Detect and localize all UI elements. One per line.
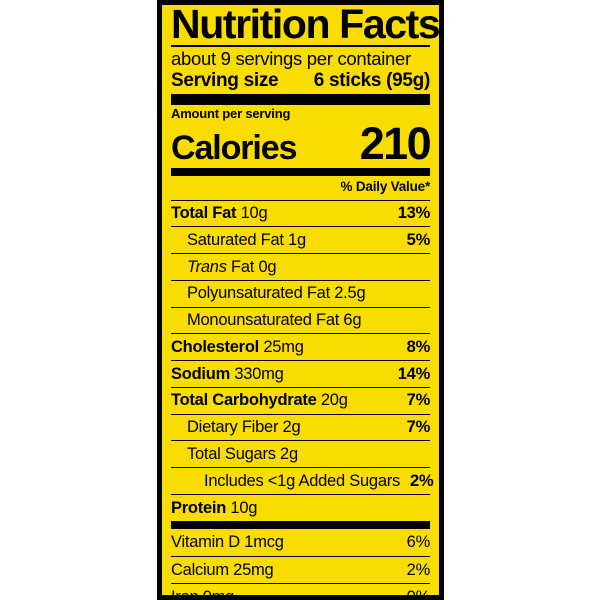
nutrient-name: Monounsaturated Fat 6g (187, 311, 362, 330)
row-divider (171, 360, 430, 362)
nutrient-daily-value: 14% (397, 364, 431, 383)
row-divider (171, 199, 430, 201)
nutrient-name: Trans Fat 0g (187, 257, 277, 276)
nutrient-name-bold: Cholesterol (171, 337, 260, 356)
serving-size-value: 6 sticks (95g) (313, 69, 431, 91)
nutrient-row: Trans Fat 0g (171, 254, 430, 280)
nutrient-name-bold: Total Fat (171, 204, 237, 223)
nutrient-name: Includes <1g Added Sugars (204, 471, 401, 490)
divider-under-calories (171, 168, 430, 177)
row-divider (171, 583, 430, 585)
nutrient-daily-value: 7% (406, 418, 431, 437)
nutrient-name: Total Fat 10g (171, 204, 268, 223)
row-divider (171, 555, 430, 557)
nutrient-daily-value: 13% (397, 204, 431, 223)
row-divider (171, 494, 430, 496)
row-divider (171, 333, 430, 335)
nutrient-name: Cholesterol 25mg (171, 337, 304, 356)
vitamin-name: Vitamin D 1mcg (171, 532, 284, 551)
row-divider (171, 253, 430, 255)
row-divider (171, 467, 430, 469)
nutrient-daily-value: 7% (406, 391, 431, 410)
row-divider (171, 306, 430, 308)
serving-size-row: Serving size 6 sticks (95g) (171, 70, 430, 95)
calories-value: 210 (359, 117, 432, 169)
nutrient-name: Total Sugars 2g (187, 444, 298, 463)
nutrient-row: Total Sugars 2g (171, 441, 430, 467)
nutrient-row: Includes <1g Added Sugars 2% (171, 468, 434, 494)
vitamin-name: Iron 0mg (171, 588, 235, 600)
row-divider (171, 279, 430, 281)
nutrient-name-bold: Sodium (171, 364, 230, 383)
nutrient-name: Saturated Fat 1g (187, 230, 306, 249)
nutrient-name-bold: Total Carbohydrate (171, 391, 317, 410)
nutrient-list: Total Fat 10g 13% Saturated Fat 1g 5% Trans … (171, 199, 434, 521)
serving-size-label: Serving size (171, 69, 279, 91)
nutrient-name-italic: Trans (187, 257, 227, 276)
nutrition-facts-label: Nutrition Facts about 9 servings per con… (157, 0, 444, 600)
nutrient-daily-value: 8% (406, 337, 431, 356)
nutrient-name: Sodium 330mg (171, 364, 284, 383)
divider-under-title (171, 44, 430, 47)
nutrient-row: Monounsaturated Fat 6g (171, 308, 430, 334)
vitamin-row: Calcium 25mg 2% (171, 557, 430, 584)
nutrient-row: Dietary Fiber 2g 7% (171, 415, 430, 441)
page-title: Nutrition Facts (171, 1, 441, 47)
divider-before-vitamins (171, 520, 430, 529)
servings-per-container: about 9 servings per container (171, 47, 411, 69)
nutrient-row: Polyunsaturated Fat 2.5g (171, 281, 430, 307)
nutrient-row: Cholesterol 25mg 8% (171, 334, 430, 360)
amount-per-serving-label: Amount per serving (171, 106, 291, 122)
vitamin-list: Vitamin D 1mcg 6% Calcium 25mg 2% Iron 0mg 0%… (171, 529, 430, 600)
nutrient-name: Protein 10g (171, 498, 258, 517)
vitamin-row: Vitamin D 1mcg 6% (171, 529, 430, 556)
row-divider (171, 440, 430, 442)
nutrient-name: Dietary Fiber 2g (187, 418, 301, 437)
nutrient-row: Sodium 330mg 14% (171, 361, 430, 387)
row-divider (171, 226, 430, 228)
nutrient-name: Total Carbohydrate 20g (171, 391, 348, 410)
vitamin-daily-value: 2% (406, 560, 431, 579)
nutrient-daily-value: 5% (406, 230, 431, 249)
vitamin-row: Iron 0mg 0% (171, 584, 430, 600)
nutrient-name-bold: Protein (171, 498, 227, 517)
daily-value-header: % Daily Value* (340, 179, 431, 195)
divider-thick-top (171, 94, 430, 106)
row-divider (171, 386, 430, 388)
nutrient-row: Saturated Fat 1g 5% (171, 227, 430, 253)
nutrient-row: Total Carbohydrate 20g 7% (171, 388, 430, 414)
vitamin-daily-value: 6% (406, 532, 431, 551)
nutrient-name: Polyunsaturated Fat 2.5g (187, 284, 366, 303)
nutrient-daily-value: 2% (410, 471, 434, 490)
vitamin-name: Calcium 25mg (171, 560, 274, 579)
vitamin-daily-value: 0% (406, 588, 431, 600)
nutrient-row: Total Fat 10g 13% (171, 201, 430, 227)
calories-label: Calories (171, 128, 297, 167)
calories-row: Calories 210 (171, 117, 432, 169)
row-divider (171, 413, 430, 415)
nutrient-row: Protein 10g (171, 495, 430, 521)
